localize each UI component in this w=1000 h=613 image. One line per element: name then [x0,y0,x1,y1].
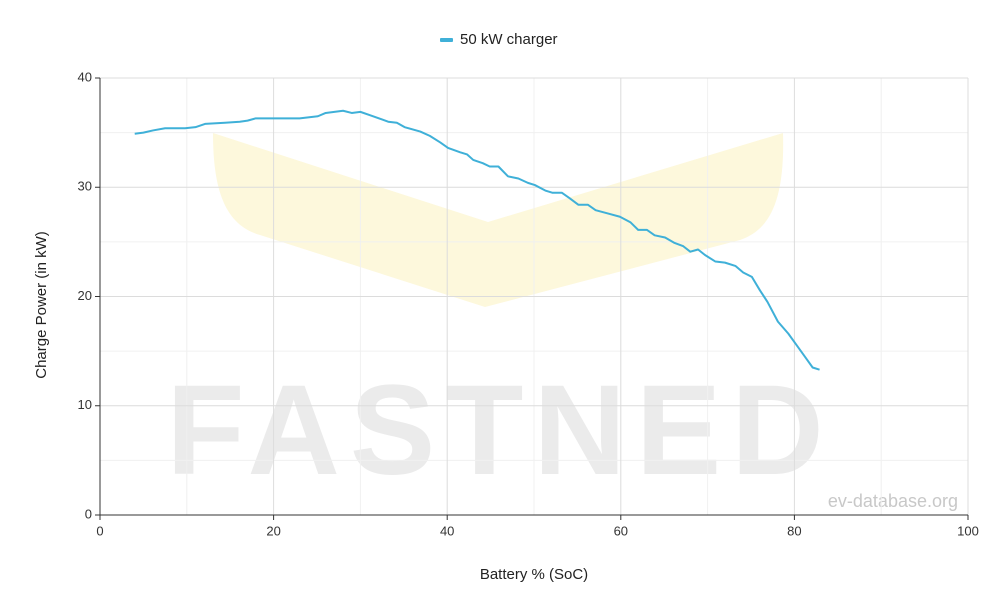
y-tick-label: 10 [78,397,92,412]
watermark: ev-database.org [828,491,958,511]
y-tick-label: 0 [85,506,92,521]
y-tick-label: 30 [78,179,92,194]
y-tick-label: 20 [78,288,92,303]
x-tick-label: 0 [96,523,103,538]
x-tick-label: 60 [614,523,628,538]
x-axis-title: Battery % (SoC) [480,566,588,583]
x-tick-label: 80 [787,523,801,538]
data-line [134,109,820,371]
legend-label: 50 kW charger [460,31,558,48]
logo-watermark [213,133,784,307]
x-tick-label: 20 [266,523,280,538]
legend-swatch [440,38,453,42]
watermark: FASTNED [166,359,833,502]
x-tick-label: 40 [440,523,454,538]
y-tick-label: 40 [78,69,92,84]
x-tick-label: 100 [957,523,979,538]
y-axis-title: Charge Power (in kW) [33,231,50,379]
